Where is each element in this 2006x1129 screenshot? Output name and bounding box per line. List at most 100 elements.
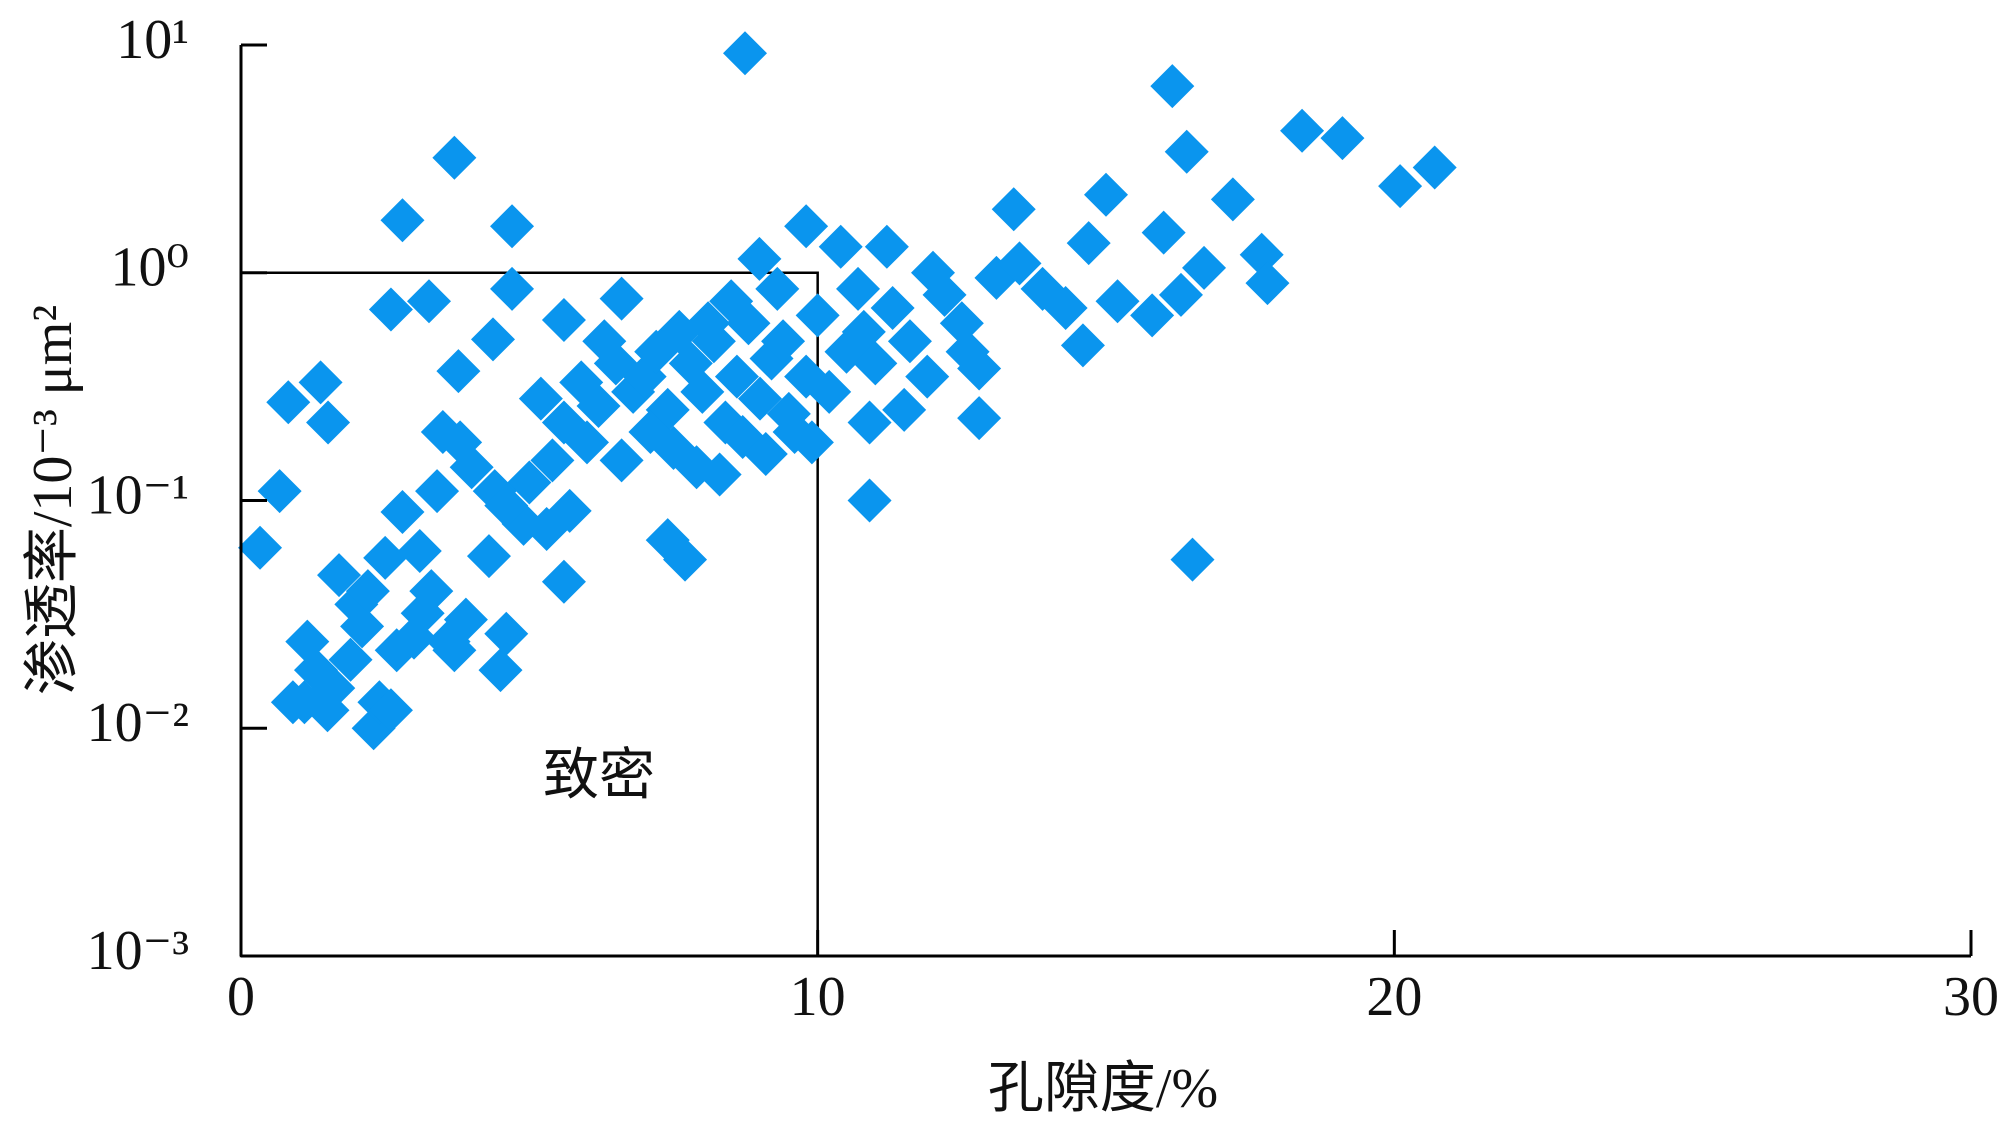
point [714,354,759,399]
point [1150,64,1195,109]
point [1066,221,1111,266]
point [530,438,575,483]
point [1182,245,1227,290]
point [853,341,898,386]
point [789,420,834,465]
point [436,349,481,394]
point [1158,272,1203,317]
point [368,688,413,733]
point [1320,116,1365,161]
point [380,490,425,535]
point [257,469,302,514]
point [415,469,460,514]
point [723,31,768,76]
point [905,354,950,399]
point [266,380,311,425]
point [363,535,408,580]
point [864,224,909,269]
point [1095,279,1140,324]
point [409,569,454,614]
point [761,319,806,364]
point [328,637,373,682]
point [1164,129,1209,174]
point [298,360,343,405]
point [1043,286,1088,331]
point [466,534,511,579]
point [392,615,436,660]
point [345,569,390,614]
point [1378,164,1423,209]
point [1084,172,1128,217]
point [1412,145,1457,190]
point [478,648,523,693]
point [541,559,586,604]
point [484,483,529,528]
x-axis-title: 孔隙度/% [988,1058,1218,1120]
point [807,369,852,414]
point [576,383,621,428]
point [743,432,788,477]
point [1245,261,1290,306]
point [380,198,425,243]
point [541,298,586,343]
point [582,319,627,364]
point [599,438,644,483]
y-tick-label: 10⁻² [87,692,189,754]
point [490,204,535,249]
point [680,369,725,414]
point [1141,210,1186,255]
point [755,266,800,311]
point [795,293,840,338]
x-tick-label: 0 [227,966,255,1028]
point [991,187,1036,232]
point [997,241,1042,286]
x-tick-label: 10 [790,966,846,1028]
point [368,287,413,332]
point [432,135,477,180]
point [443,597,488,642]
point [507,460,552,505]
point [490,266,535,311]
y-tick-label: 10⁻¹ [87,464,189,526]
y-tick-label: 10¹ [116,9,189,71]
point [305,688,350,733]
point [766,391,811,436]
x-tick-label: 30 [1943,966,1999,1028]
point [238,525,283,570]
point [737,236,782,281]
point [518,376,563,421]
point [1170,537,1215,582]
point [784,204,829,249]
point [882,387,927,432]
point [818,224,863,269]
y-axis-title: 渗透率/10⁻³ μm² [22,305,84,695]
point [406,279,451,324]
point [471,317,516,362]
point [836,266,881,311]
point [1239,232,1284,277]
point [306,400,351,445]
point [686,301,731,346]
point [738,376,782,421]
point [945,329,990,374]
point [1130,293,1175,338]
point [697,452,742,497]
point [599,276,644,321]
y-tick-label: 10⁻³ [87,920,189,982]
point [484,611,529,656]
point [870,286,915,331]
point [565,420,609,465]
point [911,250,955,295]
point [524,506,569,551]
point [939,301,984,346]
point [887,319,932,364]
point [645,518,690,563]
point [709,279,754,324]
point [847,400,892,445]
point [1060,323,1105,368]
point [317,553,362,598]
y-tick-label: 10⁰ [111,237,189,299]
point [1280,108,1325,153]
point [847,478,892,523]
